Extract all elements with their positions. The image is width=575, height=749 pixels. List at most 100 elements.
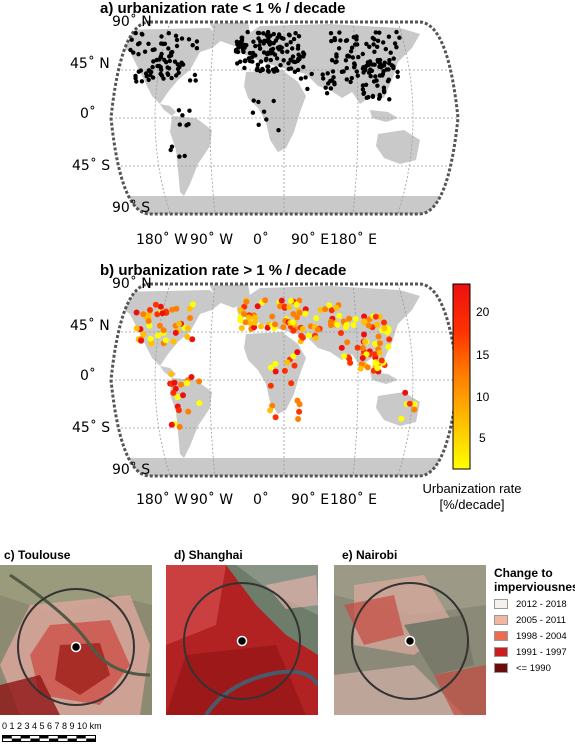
- data-point: [293, 301, 300, 308]
- data-point: [262, 297, 269, 304]
- data-point: [373, 74, 378, 79]
- data-point: [172, 329, 179, 336]
- lon-label-90w-b: 90˚ W: [190, 492, 234, 508]
- data-point: [251, 319, 258, 326]
- data-point: [169, 75, 174, 81]
- data-point: [387, 97, 392, 102]
- lat-label-0-a: 0˚: [80, 106, 96, 122]
- impervious-legend: Change to imperviousness 2012 - 2018 200…: [494, 566, 575, 676]
- data-point: [149, 69, 154, 75]
- data-point: [247, 320, 254, 327]
- low-rate-points: [128, 29, 402, 159]
- data-point: [147, 307, 153, 313]
- data-point: [386, 67, 391, 72]
- data-point: [188, 374, 195, 380]
- data-point: [264, 117, 269, 122]
- data-point: [361, 331, 367, 338]
- data-point: [299, 334, 306, 341]
- data-point: [167, 58, 172, 64]
- data-point: [344, 77, 349, 82]
- data-point: [250, 50, 256, 56]
- data-point: [343, 58, 349, 63]
- data-point: [278, 62, 283, 68]
- colorbar: [452, 283, 471, 470]
- data-point: [354, 344, 361, 351]
- map-b: [109, 282, 460, 478]
- data-point: [163, 60, 169, 65]
- data-point: [391, 56, 396, 61]
- data-point: [361, 313, 368, 320]
- data-point: [388, 50, 393, 55]
- data-point: [152, 301, 159, 308]
- data-point: [189, 301, 196, 308]
- colorbar-tick-10: 10: [476, 390, 490, 404]
- data-point: [337, 30, 342, 35]
- data-point: [176, 70, 181, 76]
- data-point: [184, 325, 191, 332]
- data-point: [286, 66, 291, 72]
- data-point: [372, 49, 377, 54]
- data-point: [395, 69, 400, 75]
- lon-label-0-a: 0˚: [253, 232, 269, 248]
- data-point: [284, 359, 291, 366]
- data-point: [150, 64, 155, 70]
- data-point: [174, 394, 181, 401]
- data-point: [251, 324, 258, 331]
- data-point: [338, 330, 344, 336]
- data-point: [359, 355, 366, 361]
- data-point: [133, 30, 138, 36]
- data-point: [272, 368, 279, 375]
- data-point: [305, 332, 312, 339]
- data-point: [301, 64, 306, 70]
- data-point: [256, 99, 261, 105]
- data-point: [286, 304, 293, 311]
- data-point: [290, 327, 297, 334]
- data-point: [145, 318, 152, 324]
- data-point: [380, 71, 386, 77]
- colorbar-tick-5: 5: [479, 431, 486, 445]
- data-point: [139, 79, 145, 84]
- data-point: [379, 64, 385, 69]
- data-point: [288, 297, 294, 304]
- data-point: [290, 54, 296, 59]
- legend-label: 1998 - 2004: [516, 630, 567, 642]
- data-point: [391, 65, 396, 71]
- data-point: [251, 39, 256, 44]
- data-point: [162, 337, 169, 344]
- data-point: [154, 311, 161, 318]
- legend-swatch: [494, 615, 508, 625]
- data-point: [296, 408, 303, 415]
- data-point: [242, 65, 247, 71]
- data-point: [296, 43, 301, 48]
- legend-swatch: [494, 663, 508, 673]
- data-point: [378, 357, 385, 364]
- data-point: [269, 313, 276, 320]
- data-point: [354, 69, 359, 74]
- data-point: [186, 37, 192, 42]
- data-point: [271, 98, 276, 104]
- scale-bar-label: 0 1 2 3 4 5 6 7 8 9 10 km: [2, 721, 102, 731]
- data-point: [332, 36, 337, 41]
- data-point: [182, 153, 187, 159]
- data-point: [274, 56, 280, 61]
- data-point: [243, 298, 250, 305]
- data-point: [376, 96, 382, 101]
- data-point: [254, 67, 260, 73]
- data-point: [264, 51, 270, 57]
- data-point: [359, 345, 366, 351]
- data-point: [238, 325, 245, 332]
- data-point: [286, 61, 291, 66]
- colorbar-tick-15: 15: [476, 348, 490, 362]
- data-point: [373, 360, 380, 367]
- data-point: [268, 33, 273, 38]
- city-title-nairobi: e) Nairobi: [342, 548, 398, 562]
- lat-label-90s-a: 90˚ S: [112, 200, 151, 216]
- data-point: [187, 78, 193, 83]
- data-point: [180, 392, 186, 399]
- data-point: [256, 36, 261, 41]
- data-point: [351, 35, 356, 40]
- data-point: [165, 65, 170, 70]
- data-point: [369, 68, 375, 74]
- data-point: [364, 41, 369, 47]
- data-point: [187, 108, 192, 113]
